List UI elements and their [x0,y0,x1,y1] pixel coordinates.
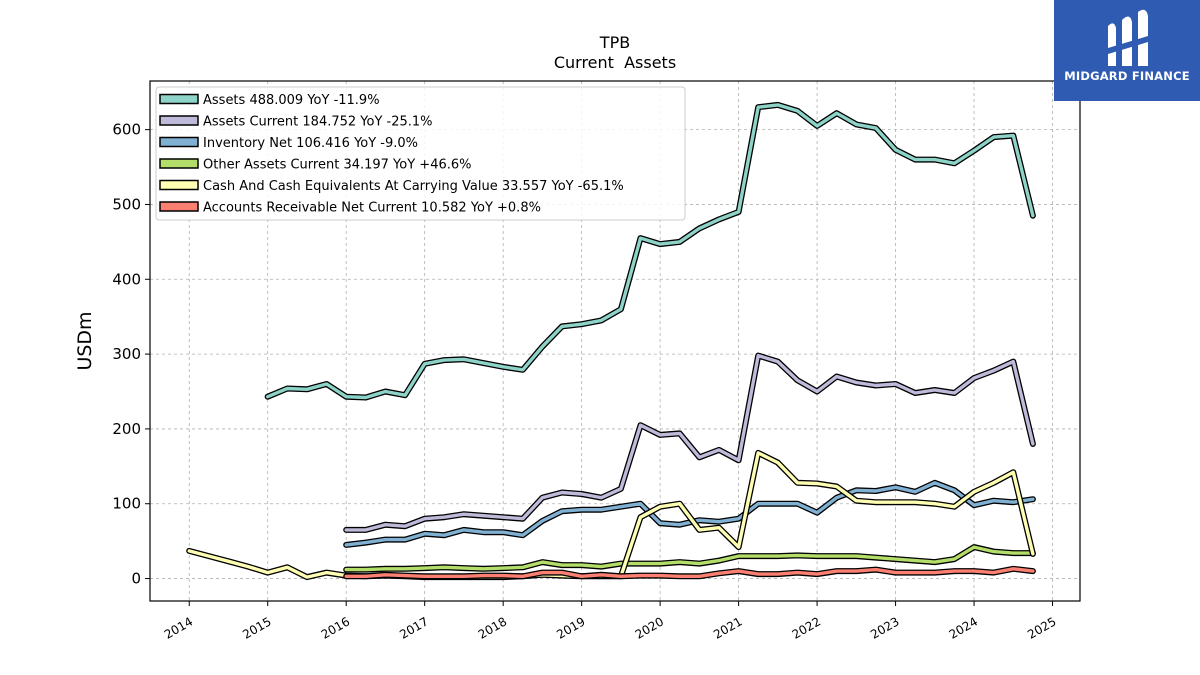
y-tick-label: 300 [112,345,141,363]
legend-swatch-2 [159,136,199,148]
x-tick-label: 2015 [240,614,273,641]
series-lines [186,101,1036,581]
x-tick-label: 2018 [476,614,509,641]
y-tick-label: 500 [112,195,141,213]
legend-label-4: Cash And Cash Equivalents At Carrying Va… [203,179,624,194]
x-tick-label: 2022 [790,614,823,641]
y-axis-label: USDm [74,311,96,370]
legend-label-1: Assets Current 184.752 YoY -25.1% [203,115,433,130]
series-line-5 [344,567,1035,578]
midgard-logo-icon [1108,9,1148,67]
y-tick-label: 100 [112,495,141,513]
y-tick-label: 200 [112,420,141,438]
legend-swatch-5 [159,201,199,212]
legend-label-2: Inventory Net 106.416 YoY -9.0% [203,136,418,151]
plot-frame [149,80,1081,602]
legend-label-0: Assets 488.009 YoY -11.9% [203,93,380,108]
series-line-2 [344,481,1035,547]
x-tick-label: 2020 [633,614,666,641]
chart-title: TPB [599,33,630,52]
y-tick-label: 400 [112,270,141,288]
x-tick-label: 2021 [711,614,744,641]
y-tick-label: 0 [131,570,141,588]
legend-swatch-0 [159,93,199,105]
x-tick-label: 2025 [1025,614,1058,641]
y-tick-label: 600 [112,121,141,139]
series-line-0 [266,103,1035,400]
legend-swatch-3 [159,158,199,169]
x-tick-label: 2019 [554,614,587,641]
legend-label-5: Accounts Receivable Net Current 10.582 Y… [203,201,541,216]
legend-swatch-4 [159,179,199,191]
legend-swatch-1 [159,115,199,126]
x-tick-label: 2017 [397,614,430,641]
legend-label-3: Other Assets Current 34.197 YoY +46.6% [203,158,472,173]
x-tick-label: 2014 [162,614,195,641]
brand-logo: MIDGARD FINANCE [1054,0,1200,101]
legend: Assets 488.009 YoY -11.9% Assets Current … [155,86,686,221]
series-line-3 [344,545,1035,572]
legend-box [155,86,686,221]
x-tick-label: 2024 [947,614,980,641]
chart-subtitle: Current Assets [554,53,676,72]
x-tick-label: 2016 [319,614,352,641]
x-tick-label: 2023 [868,614,901,641]
brand-name: MIDGARD FINANCE [1064,69,1190,83]
series-line-1 [344,353,1035,532]
